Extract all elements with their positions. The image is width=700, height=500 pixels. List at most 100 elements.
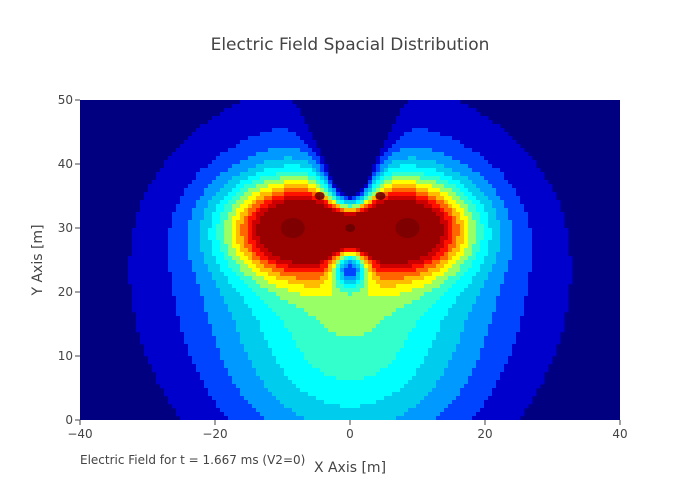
field-cell xyxy=(208,184,213,189)
field-cell xyxy=(332,236,337,241)
field-cell xyxy=(440,288,445,293)
field-cell xyxy=(188,188,193,193)
field-cell xyxy=(200,148,205,153)
field-cell xyxy=(496,176,501,181)
field-cell xyxy=(360,212,365,217)
field-cell xyxy=(196,240,201,245)
field-cell xyxy=(292,276,297,281)
field-cell xyxy=(172,200,177,205)
field-cell xyxy=(436,112,441,117)
field-cell xyxy=(340,232,345,237)
field-cell xyxy=(184,152,189,157)
field-cell xyxy=(184,212,189,217)
field-cell xyxy=(408,288,413,293)
field-cell xyxy=(396,120,401,125)
field-cell xyxy=(432,104,437,109)
field-cell xyxy=(348,208,353,213)
field-cell xyxy=(144,232,149,237)
field-cell xyxy=(228,156,233,161)
field-cell xyxy=(528,272,533,277)
field-cell xyxy=(264,280,269,285)
field-cell xyxy=(292,268,297,273)
field-cell xyxy=(504,236,509,241)
field-cell xyxy=(320,184,325,189)
field-cell xyxy=(240,276,245,281)
field-cell xyxy=(520,180,525,185)
field-cell xyxy=(288,168,293,173)
field-cell xyxy=(240,136,245,141)
field-cell xyxy=(288,204,293,209)
field-cell xyxy=(456,128,461,133)
field-cell xyxy=(440,236,445,241)
field-cell xyxy=(432,252,437,257)
field-cell xyxy=(496,136,501,141)
field-cell xyxy=(272,180,277,185)
field-cell xyxy=(492,136,497,141)
field-cell xyxy=(452,292,457,297)
field-cell xyxy=(280,128,285,133)
field-cell xyxy=(136,248,141,253)
field-cell xyxy=(200,220,205,225)
field-cell xyxy=(520,280,525,285)
field-cell xyxy=(192,204,197,209)
field-cell xyxy=(236,156,241,161)
field-cell xyxy=(308,284,313,289)
field-cell xyxy=(508,180,513,185)
field-cell xyxy=(276,128,281,133)
field-cell xyxy=(268,192,273,197)
field-cell xyxy=(144,228,149,233)
field-cell xyxy=(476,224,481,229)
field-cell xyxy=(212,144,217,149)
field-cell xyxy=(308,192,313,197)
field-cell xyxy=(336,220,341,225)
field-cell xyxy=(432,300,437,305)
field-cell xyxy=(428,316,433,321)
field-cell xyxy=(512,252,517,257)
field-cell xyxy=(540,300,545,305)
field-cell xyxy=(416,244,421,249)
field-cell xyxy=(416,220,421,225)
field-cell xyxy=(504,308,509,313)
field-cell xyxy=(240,224,245,229)
field-cell xyxy=(528,216,533,221)
field-cell xyxy=(420,148,425,153)
field-cell xyxy=(240,100,245,105)
field-cell xyxy=(348,288,353,293)
field-cell xyxy=(496,216,501,221)
field-cell xyxy=(424,220,429,225)
field-cell xyxy=(348,248,353,253)
field-cell xyxy=(244,224,249,229)
field-cell xyxy=(516,212,521,217)
field-cell xyxy=(516,300,521,305)
field-cell xyxy=(440,112,445,117)
field-cell xyxy=(216,292,221,297)
field-cell xyxy=(408,272,413,277)
field-cell xyxy=(368,280,373,285)
field-cell xyxy=(136,304,141,309)
field-cell xyxy=(224,304,229,309)
field-cell xyxy=(536,264,541,269)
field-cell xyxy=(296,272,301,277)
field-cell xyxy=(332,296,337,301)
field-cell xyxy=(464,156,469,161)
field-cell xyxy=(292,180,297,185)
field-cell xyxy=(196,284,201,289)
field-cell xyxy=(192,308,197,313)
field-cell xyxy=(560,252,565,257)
field-cell xyxy=(344,216,349,221)
field-cell xyxy=(284,184,289,189)
field-cell xyxy=(500,136,505,141)
field-cell xyxy=(500,188,505,193)
field-cell xyxy=(248,240,253,245)
field-cell xyxy=(132,268,137,273)
field-cell xyxy=(356,296,361,301)
field-cell xyxy=(412,300,417,305)
field-cell xyxy=(348,272,353,277)
field-cell xyxy=(204,316,209,321)
field-cell xyxy=(536,276,541,281)
field-cell xyxy=(516,200,521,205)
field-cell xyxy=(136,216,141,221)
field-cell xyxy=(284,112,289,117)
field-cell xyxy=(352,240,357,245)
field-cell xyxy=(456,224,461,229)
